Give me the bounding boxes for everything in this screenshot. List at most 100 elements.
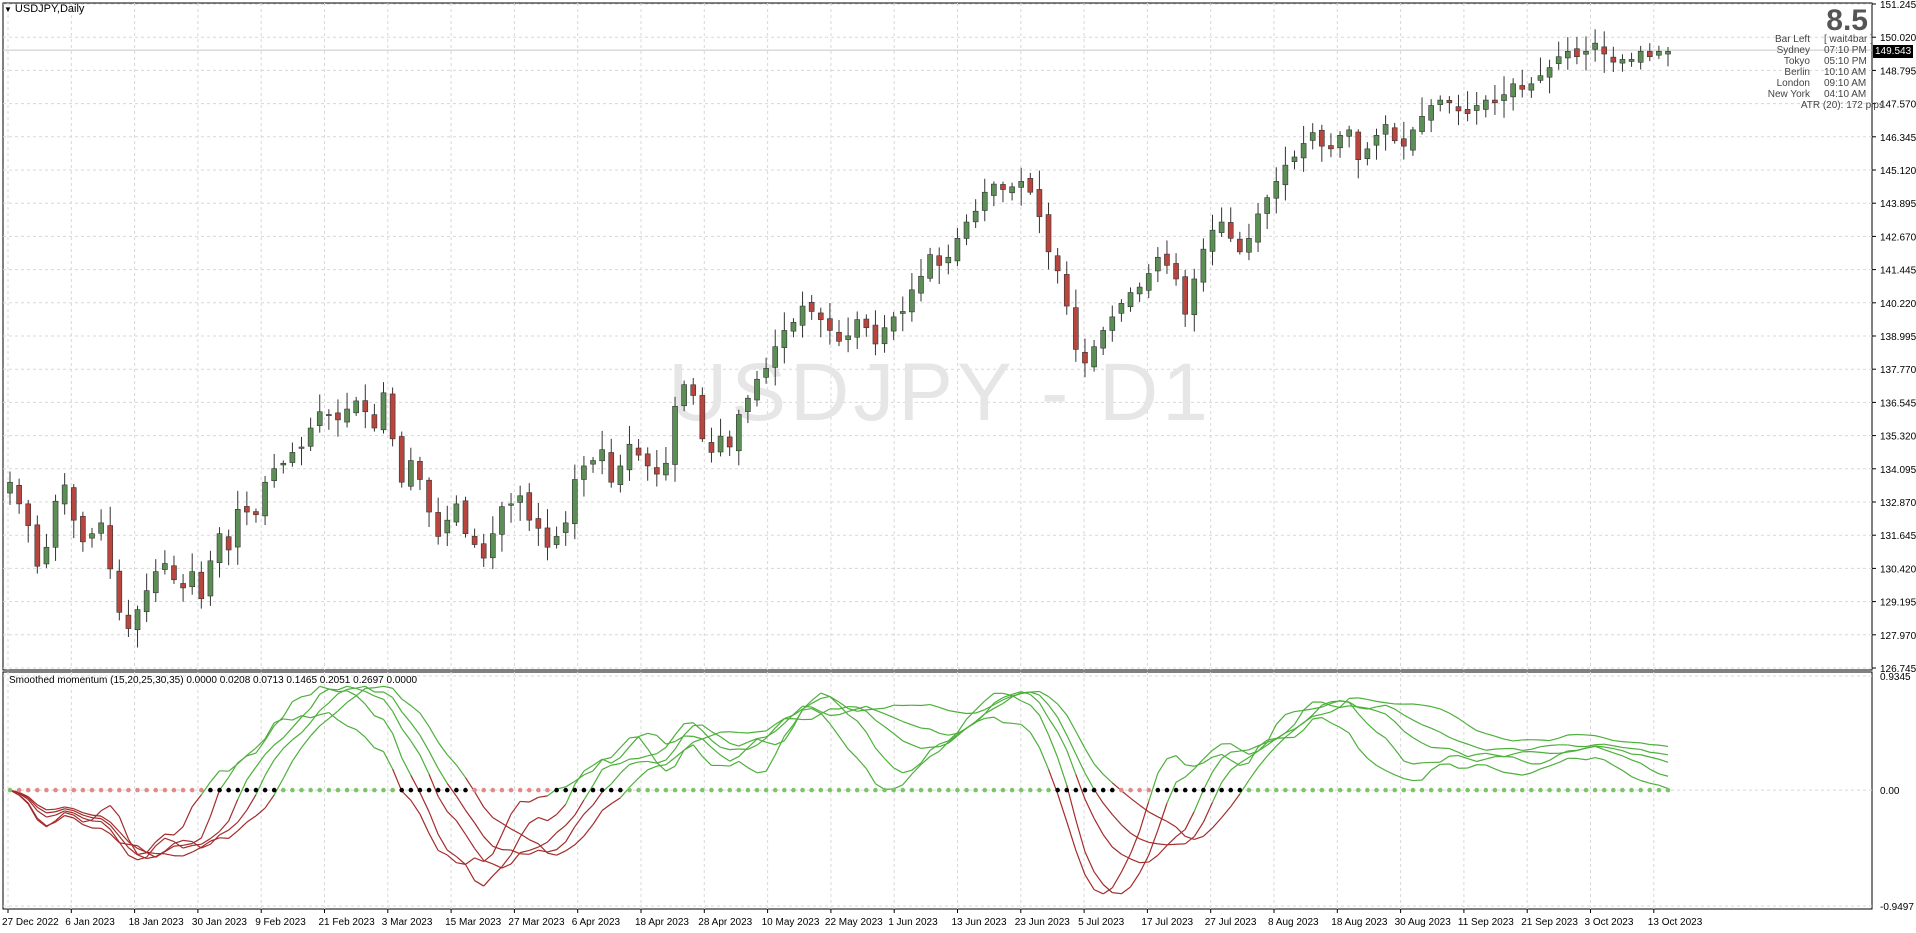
x-tick-label: 18 Jan 2023	[129, 917, 184, 928]
momentum-line-20	[310, 685, 321, 696]
candle-body	[180, 583, 186, 589]
momentum-line-25	[1640, 754, 1650, 758]
x-tick-label: 3 Oct 2023	[1585, 917, 1634, 928]
momentum-line-30	[1139, 838, 1149, 843]
candle-body	[1364, 148, 1371, 160]
candle-body	[1264, 197, 1270, 214]
momentum-line-35	[1266, 745, 1277, 757]
momentum-line-35	[419, 712, 430, 727]
momentum-line-15	[492, 834, 503, 855]
momentum-line-30	[829, 714, 840, 717]
candle-body	[1646, 51, 1653, 58]
momentum-line-35	[674, 749, 685, 759]
momentum-line-20	[601, 758, 612, 764]
momentum-line-20	[1512, 756, 1523, 762]
candle-body	[626, 443, 633, 471]
zero-dot	[809, 787, 814, 793]
momentum-line-30	[437, 768, 448, 784]
zero-dot	[1492, 787, 1498, 793]
momentum-line-35	[665, 757, 676, 766]
candle-body	[1437, 99, 1444, 105]
momentum-line-30	[1622, 746, 1632, 750]
momentum-line-30	[310, 710, 321, 723]
zero-dot	[1483, 787, 1489, 793]
momentum-line-20	[1093, 871, 1104, 885]
momentum-line-15	[656, 762, 667, 772]
y-tick-label: 126.745	[1880, 664, 1916, 675]
candle-body	[1601, 46, 1608, 55]
momentum-line-30	[738, 741, 749, 747]
candle-body	[918, 275, 924, 294]
momentum-line-35	[1048, 696, 1059, 705]
zero-dot	[982, 787, 988, 793]
momentum-line-25	[374, 695, 384, 700]
momentum-line-20	[18, 794, 29, 804]
momentum-line-25	[1157, 845, 1168, 856]
momentum-line-15	[1129, 830, 1141, 855]
momentum-line-20	[610, 756, 621, 764]
candle-body	[608, 452, 615, 483]
momentum-line-35	[1139, 804, 1150, 813]
momentum-line-15	[364, 736, 375, 749]
momentum-line-20	[27, 802, 38, 819]
zero-dot	[1501, 787, 1507, 793]
zero-dot	[1374, 787, 1379, 793]
momentum-line-25	[947, 735, 958, 744]
zero-dot	[1519, 787, 1525, 793]
momentum-line-15	[337, 719, 348, 727]
momentum-line-15	[1658, 784, 1669, 790]
info-row-sydney: Sydney 07:10 PM	[1776, 45, 1867, 56]
y-tick-label: 143.895	[1880, 199, 1916, 210]
zero-dot	[290, 787, 295, 793]
zero-dot	[463, 787, 468, 793]
y-tick-label: 132.870	[1880, 498, 1916, 509]
candle-body	[152, 571, 159, 594]
momentum-line-30	[401, 711, 412, 724]
collapse-triangle-icon[interactable]: ▼	[4, 4, 12, 14]
candle-body	[772, 346, 779, 368]
momentum-line-15	[993, 716, 1004, 724]
momentum-line-30	[1266, 738, 1277, 746]
zero-dot	[426, 787, 432, 793]
candle-body	[1073, 307, 1079, 350]
momentum-line-25	[228, 799, 239, 822]
x-tick-label: 30 Jan 2023	[192, 917, 247, 928]
momentum-line-35	[1248, 766, 1259, 781]
momentum-line-30	[319, 702, 330, 712]
momentum-line-15	[1157, 758, 1168, 774]
zero-dot	[818, 787, 824, 793]
zero-dot	[253, 787, 259, 793]
momentum-line-20	[1294, 709, 1304, 713]
momentum-line-25	[164, 837, 175, 843]
momentum-line-25	[210, 830, 220, 840]
zero-dot	[526, 787, 532, 793]
candle-body	[690, 384, 697, 396]
momentum-line-35	[237, 821, 248, 832]
candle-body	[189, 571, 195, 588]
zero-dot	[1611, 787, 1616, 793]
zero-dot	[326, 787, 332, 793]
momentum-line-35	[1476, 730, 1486, 735]
momentum-line-35	[118, 831, 129, 843]
momentum-line-35	[556, 850, 566, 856]
x-tick-label: 10 May 2023	[762, 917, 820, 928]
candle-body	[298, 446, 305, 449]
candle-body	[1227, 222, 1234, 239]
momentum-line-35	[1230, 793, 1241, 808]
momentum-line-20	[1239, 748, 1250, 755]
momentum-line-15	[1294, 729, 1304, 738]
zero-dot	[900, 787, 906, 793]
momentum-line-35	[683, 741, 694, 751]
momentum-line-30	[1102, 802, 1113, 815]
momentum-line-25	[902, 740, 913, 746]
momentum-line-30	[228, 821, 239, 831]
momentum-line-25	[1057, 731, 1068, 751]
momentum-line-20	[911, 762, 922, 771]
momentum-line-15	[264, 722, 275, 740]
candle-body	[881, 327, 888, 345]
momentum-line-25	[692, 722, 703, 732]
candle-body	[617, 465, 624, 485]
zero-dot	[344, 787, 350, 793]
zero-dot	[244, 787, 250, 793]
